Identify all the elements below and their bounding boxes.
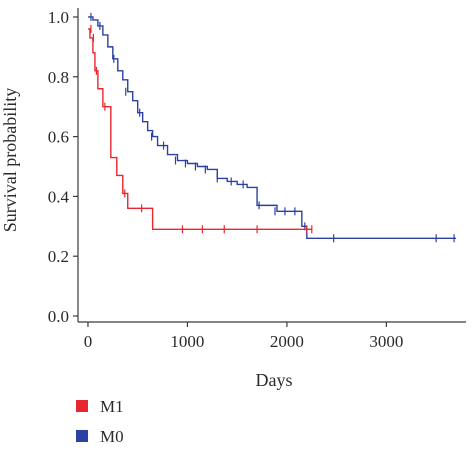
y-tick-label: 0.0: [48, 307, 69, 326]
axes: [77, 8, 466, 323]
y-tick-label: 1.0: [48, 8, 69, 27]
x-tick-label: 1000: [170, 332, 204, 351]
y-ticks: 0.0 0.2 0.4 0.6 0.8 1.0: [48, 8, 78, 326]
y-tick-label: 0.6: [48, 128, 69, 147]
survival-curve-m1: [87, 28, 312, 230]
y-tick-label: 0.2: [48, 247, 69, 266]
legend: M1 M0: [76, 397, 124, 446]
y-tick-label: 0.4: [48, 187, 70, 206]
x-ticks: 0 1000 2000 3000: [84, 322, 403, 351]
x-tick-label: 2000: [270, 332, 304, 351]
x-tick-label: 3000: [369, 332, 403, 351]
x-axis-title: Days: [256, 370, 293, 390]
legend-item-m0: M0: [76, 427, 124, 446]
legend-label: M0: [100, 427, 124, 446]
survival-curve-m0: [87, 16, 457, 239]
series-m1: [87, 24, 313, 234]
x-tick-label: 0: [84, 332, 93, 351]
legend-swatch: [76, 400, 88, 412]
legend-item-m1: M1: [76, 397, 124, 416]
legend-label: M1: [100, 397, 124, 416]
series-m0: [87, 12, 457, 243]
y-axis-title: Survival probability: [0, 88, 20, 232]
series-layer: [87, 12, 457, 243]
y-tick-label: 0.8: [48, 68, 69, 87]
legend-swatch: [76, 430, 88, 442]
